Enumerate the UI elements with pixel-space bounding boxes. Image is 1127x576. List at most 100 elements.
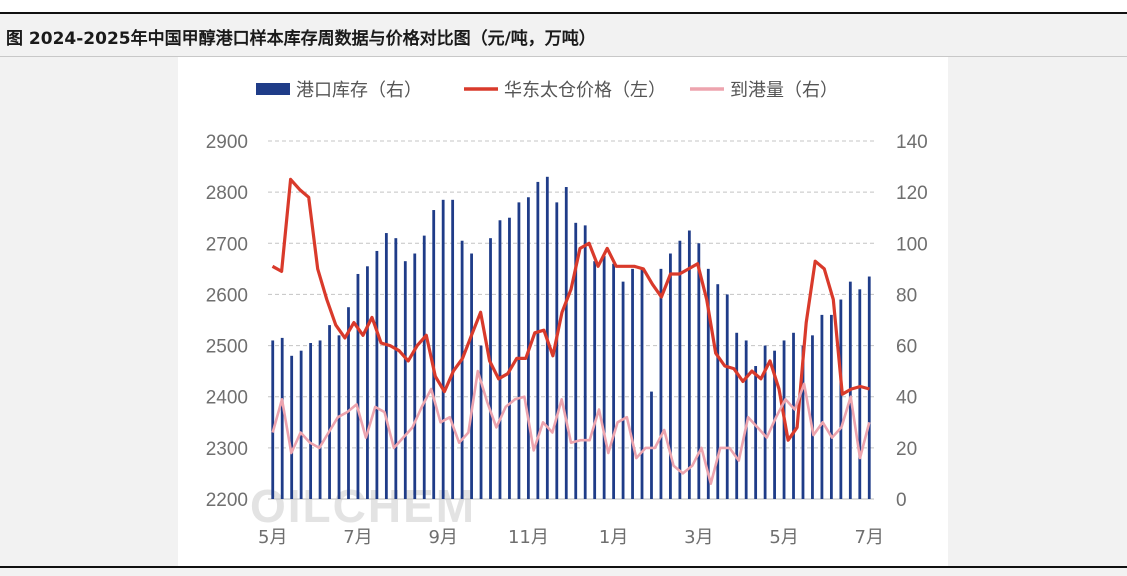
x-tick-label: 11月 <box>508 527 549 548</box>
left-margin-panel <box>0 57 178 566</box>
price-series <box>271 177 870 442</box>
inventory-bar <box>432 210 436 500</box>
legend-label: 到港量（右） <box>730 80 838 101</box>
inventory-bar <box>318 340 322 499</box>
inventory-bar <box>735 332 739 499</box>
bottom-band <box>0 568 1127 576</box>
right-tick-label: 120 <box>896 183 928 204</box>
bottom-rule <box>0 566 1127 568</box>
legend-label: 华东太仓价格（左） <box>504 80 666 101</box>
inventory-bar <box>555 202 559 499</box>
inventory-bar <box>754 366 758 499</box>
inventory-bar <box>744 340 748 499</box>
x-tick-label: 7月 <box>855 527 884 548</box>
inventory-bar <box>271 340 275 499</box>
top-rule <box>0 12 1127 14</box>
inventory-bar <box>697 243 701 499</box>
chart-title: 图 2024-2025年中国甲醇港口样本库存周数据与价格对比图（元/吨，万吨） <box>6 29 596 49</box>
inventory-bar <box>451 199 455 500</box>
left-tick-label: 2500 <box>206 337 248 358</box>
inventory-bar <box>602 256 606 499</box>
inventory-bar <box>839 299 843 499</box>
legend-swatch-inventory <box>256 83 290 95</box>
inventory-bar <box>773 350 776 499</box>
arrivals-series <box>271 369 871 486</box>
inventory-bar <box>593 261 597 499</box>
left-tick-label: 2200 <box>206 490 248 511</box>
left-tick-label: 2800 <box>206 183 248 204</box>
price-line <box>271 177 870 442</box>
inventory-bar <box>384 233 388 500</box>
left-tick-label: 2700 <box>206 234 248 255</box>
inventory-bar <box>479 345 483 499</box>
inventory-bar <box>640 268 644 499</box>
inventory-bar <box>536 181 540 499</box>
arrivals-line <box>271 369 871 486</box>
inventory-bar <box>706 268 710 499</box>
inventory-bar <box>669 253 672 499</box>
x-tick-label: 3月 <box>684 527 713 548</box>
legend-label: 港口库存（右） <box>296 80 422 101</box>
inventory-bar <box>375 250 379 499</box>
inventory-bar <box>574 222 578 500</box>
right-tick-label: 60 <box>896 337 917 358</box>
chart-canvas: OILCHEM 2900 2800 2700 2600 2500 2400 2300 2200… <box>206 80 928 548</box>
inventory-bar <box>498 220 502 499</box>
gridlines <box>268 140 874 500</box>
left-tick-label: 2600 <box>206 285 248 306</box>
inventory-bar <box>403 261 407 499</box>
inventory-bar <box>678 240 682 499</box>
right-tick-label: 80 <box>896 285 917 306</box>
inventory-bar <box>309 343 313 499</box>
inventory-bar <box>470 253 473 499</box>
right-tick-label: 20 <box>896 439 917 460</box>
title-bar <box>0 14 1127 56</box>
inventory-bar <box>858 289 862 499</box>
right-tick-label: 140 <box>896 132 928 153</box>
inventory-bar <box>489 238 492 499</box>
x-tick-label: 5月 <box>769 527 798 548</box>
inventory-bar <box>811 335 814 499</box>
right-margin-panel <box>948 57 1127 566</box>
inventory-bar <box>280 337 284 499</box>
legend: 港口库存（右） 华东太仓价格（左） 到港量（右） <box>256 80 838 101</box>
inventory-bar <box>820 314 824 499</box>
inventory-bar <box>612 263 616 499</box>
inventory-bar <box>460 240 464 499</box>
inventory-bar <box>621 281 625 499</box>
inventory-bar <box>422 235 426 499</box>
inventory-bar <box>328 325 331 499</box>
inventory-bar <box>631 268 634 499</box>
left-axis: 2900 2800 2700 2600 2500 2400 2300 2200 <box>206 132 248 511</box>
inventory-bar <box>687 230 691 499</box>
x-tick-label: 1月 <box>599 527 628 548</box>
inventory-bar <box>564 187 568 499</box>
x-tick-label: 5月 <box>258 527 287 548</box>
inventory-bar <box>763 345 767 499</box>
inventory-bar <box>508 217 511 499</box>
inventory-bar <box>290 355 294 499</box>
inventory-bar <box>725 294 729 499</box>
inventory-bar <box>583 225 587 499</box>
left-tick-label: 2300 <box>206 439 248 460</box>
inventory-bar <box>441 199 445 500</box>
inventory-bar <box>650 391 653 499</box>
inventory-bar <box>366 266 369 499</box>
inventory-bars <box>271 176 871 500</box>
inventory-bar <box>792 332 795 499</box>
x-tick-label: 7月 <box>343 527 372 548</box>
inventory-bar <box>517 202 521 499</box>
inventory-bar <box>801 345 805 499</box>
inventory-bar <box>659 268 663 499</box>
inventory-bar <box>394 238 398 499</box>
inventory-bar <box>829 314 833 499</box>
inventory-bar <box>347 307 350 499</box>
inventory-bar <box>356 273 360 499</box>
right-axis: 140 120 100 80 60 40 20 0 <box>896 132 928 511</box>
x-axis: 5月 7月 9月 11月 1月 3月 5月 7月 <box>258 527 884 548</box>
left-tick-label: 2400 <box>206 388 248 409</box>
inventory-bar <box>716 284 720 499</box>
right-tick-label: 40 <box>896 388 917 409</box>
x-tick-label: 9月 <box>428 527 457 548</box>
inventory-bar <box>413 253 417 499</box>
